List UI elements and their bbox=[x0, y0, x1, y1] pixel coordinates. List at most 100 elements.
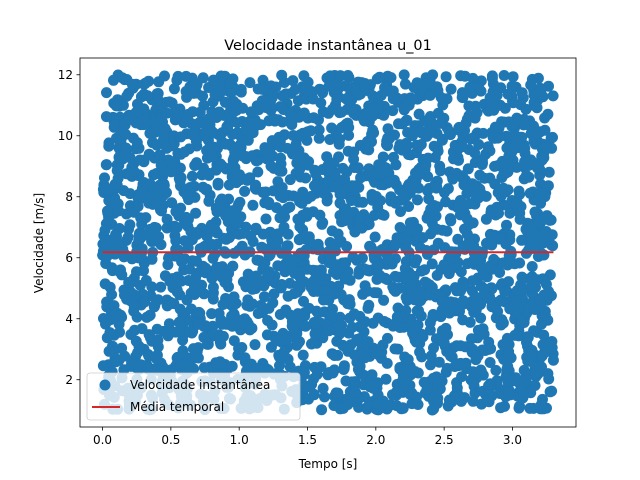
scatter-point bbox=[143, 148, 155, 160]
scatter-point bbox=[120, 128, 132, 140]
scatter-point bbox=[179, 253, 191, 265]
scatter-point bbox=[330, 245, 341, 257]
scatter-point bbox=[428, 342, 439, 354]
scatter-point bbox=[435, 117, 446, 129]
scatter-point bbox=[300, 172, 312, 184]
scatter-point bbox=[281, 142, 293, 154]
scatter-point bbox=[204, 119, 216, 131]
scatter-point bbox=[143, 350, 155, 362]
scatter-point bbox=[155, 99, 167, 111]
scatter-point bbox=[332, 228, 344, 240]
scatter-point bbox=[513, 402, 525, 414]
scatter-point bbox=[509, 329, 521, 341]
scatter-point bbox=[517, 385, 528, 397]
scatter-point bbox=[370, 191, 382, 202]
scatter-point bbox=[520, 170, 532, 181]
scatter-point bbox=[308, 180, 320, 192]
scatter-point bbox=[456, 371, 468, 383]
scatter-point bbox=[523, 301, 535, 313]
scatter-point bbox=[258, 280, 270, 292]
scatter-point bbox=[364, 240, 376, 252]
scatter-point bbox=[494, 267, 506, 278]
scatter-point bbox=[428, 372, 439, 384]
scatter-point bbox=[438, 259, 450, 271]
scatter-point bbox=[341, 241, 353, 252]
scatter-point bbox=[388, 284, 400, 296]
scatter-point bbox=[237, 102, 249, 114]
scatter-point bbox=[100, 318, 111, 330]
scatter-point bbox=[516, 234, 528, 246]
scatter-point bbox=[192, 318, 204, 330]
scatter-point bbox=[431, 269, 443, 281]
scatter-point bbox=[334, 197, 346, 209]
scatter-point bbox=[394, 232, 406, 244]
scatter-point bbox=[130, 335, 142, 347]
scatter-point bbox=[207, 151, 219, 163]
scatter-point bbox=[427, 123, 439, 134]
scatter-point bbox=[414, 346, 426, 358]
scatter-point bbox=[532, 128, 544, 140]
scatter-point bbox=[151, 168, 162, 179]
scatter-point bbox=[331, 321, 343, 333]
scatter-point bbox=[263, 196, 275, 208]
scatter-point bbox=[305, 190, 317, 202]
scatter-point bbox=[208, 74, 219, 86]
scatter-point bbox=[511, 137, 523, 148]
scatter-point bbox=[342, 266, 354, 278]
scatter-point bbox=[539, 309, 551, 321]
scatter-point bbox=[138, 103, 150, 115]
scatter-point bbox=[445, 296, 457, 308]
scatter-point bbox=[395, 206, 406, 217]
x-tick-label: 0.5 bbox=[161, 433, 180, 447]
scatter-point bbox=[228, 95, 240, 107]
scatter-point bbox=[394, 362, 406, 373]
scatter-point bbox=[445, 215, 457, 227]
scatter-point bbox=[129, 324, 141, 336]
scatter-point bbox=[240, 124, 252, 136]
scatter-point bbox=[203, 195, 215, 207]
scatter-point bbox=[354, 212, 366, 223]
scatter-point bbox=[252, 166, 264, 178]
scatter-point bbox=[431, 81, 443, 93]
scatter-point bbox=[282, 252, 294, 264]
scatter-point bbox=[535, 197, 547, 209]
scatter-point bbox=[436, 375, 448, 387]
scatter-point bbox=[403, 201, 415, 212]
scatter-point bbox=[529, 206, 541, 218]
scatter-point bbox=[241, 276, 253, 288]
scatter-point bbox=[441, 225, 453, 237]
legend-marker-scatter bbox=[99, 379, 111, 391]
scatter-point bbox=[329, 350, 340, 361]
scatter-point bbox=[260, 102, 272, 114]
scatter-point bbox=[206, 272, 218, 284]
scatter-point bbox=[453, 122, 465, 134]
scatter-point bbox=[146, 335, 158, 347]
scatter-point bbox=[323, 80, 335, 92]
scatter-point bbox=[340, 93, 352, 105]
scatter-point bbox=[153, 231, 165, 243]
scatter-point bbox=[524, 402, 536, 414]
scatter-point bbox=[276, 184, 288, 196]
scatter-point bbox=[395, 403, 407, 415]
scatter-point bbox=[409, 257, 421, 269]
scatter-point bbox=[394, 222, 406, 233]
scatter-point bbox=[412, 194, 423, 206]
scatter-point bbox=[409, 366, 421, 377]
scatter-point bbox=[397, 374, 409, 386]
scatter-point bbox=[457, 89, 469, 101]
scatter-point bbox=[445, 350, 456, 362]
scatter-point bbox=[464, 81, 476, 93]
scatter-point bbox=[348, 81, 360, 93]
scatter-point bbox=[407, 130, 419, 142]
scatter-point bbox=[362, 302, 374, 314]
scatter-point bbox=[445, 83, 457, 95]
scatter-point bbox=[294, 233, 306, 245]
scatter-point bbox=[100, 111, 112, 123]
scatter-point bbox=[298, 107, 310, 119]
x-tick-label: 1.5 bbox=[298, 433, 317, 447]
scatter-point bbox=[547, 354, 559, 366]
scatter-point bbox=[235, 324, 246, 336]
scatter-point bbox=[520, 247, 532, 259]
scatter-point bbox=[394, 322, 406, 333]
